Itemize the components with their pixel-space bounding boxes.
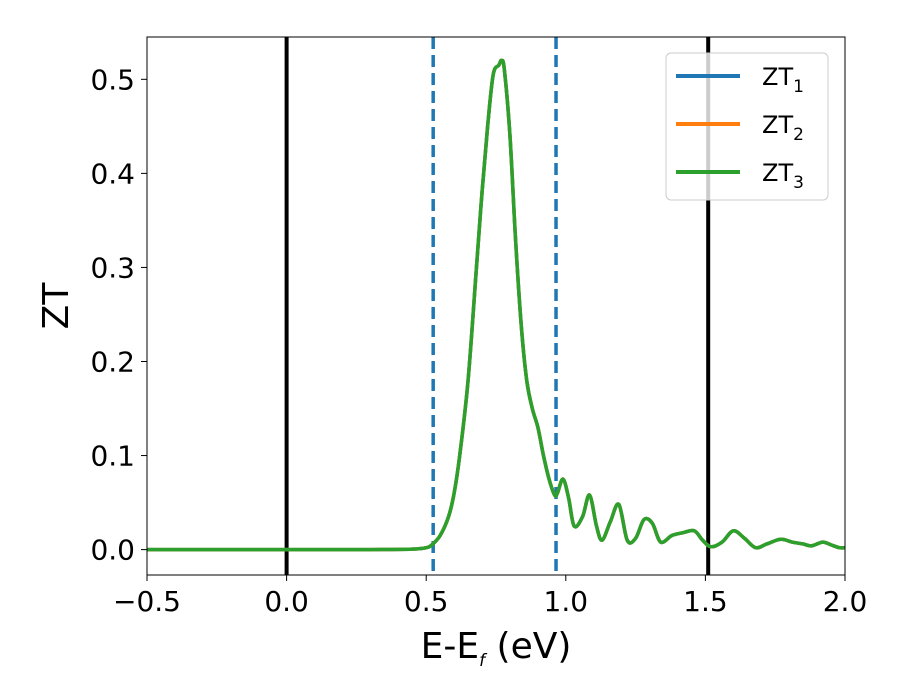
legend-label: ZT3 xyxy=(762,159,804,193)
x-axis-ticks: −0.5 0.0 0.5 1.0 1.5 2.0 xyxy=(113,575,867,618)
y-tick-label: 0.3 xyxy=(90,251,135,284)
series-line-zt3 xyxy=(147,58,845,552)
x-tick-label: −0.5 xyxy=(113,585,181,618)
x-tick-label: 1.5 xyxy=(683,585,728,618)
y-tick-label: 0.1 xyxy=(90,440,135,473)
y-tick-label: 0.0 xyxy=(90,534,135,567)
y-axis-ticks: 0.0 0.1 0.2 0.3 0.4 0.5 xyxy=(90,63,147,567)
plot-frame xyxy=(146,36,846,576)
x-axis-label: E-Ef (eV) xyxy=(421,626,572,671)
y-tick-label: 0.2 xyxy=(90,345,135,378)
y-axis-label: ZT xyxy=(36,282,77,330)
x-tick-label: 2.0 xyxy=(823,585,868,618)
legend-label: ZT2 xyxy=(762,111,804,145)
x-tick-label: 0.0 xyxy=(264,585,309,618)
x-tick-label: 0.5 xyxy=(404,585,449,618)
legend-label: ZT1 xyxy=(762,63,804,97)
y-tick-label: 0.4 xyxy=(90,157,135,190)
legend: ZT1 ZT2 ZT3 xyxy=(665,52,829,201)
y-tick-label: 0.5 xyxy=(90,63,135,96)
legend-box xyxy=(665,52,829,201)
x-tick-label: 1.0 xyxy=(544,585,589,618)
series-group xyxy=(147,58,845,552)
